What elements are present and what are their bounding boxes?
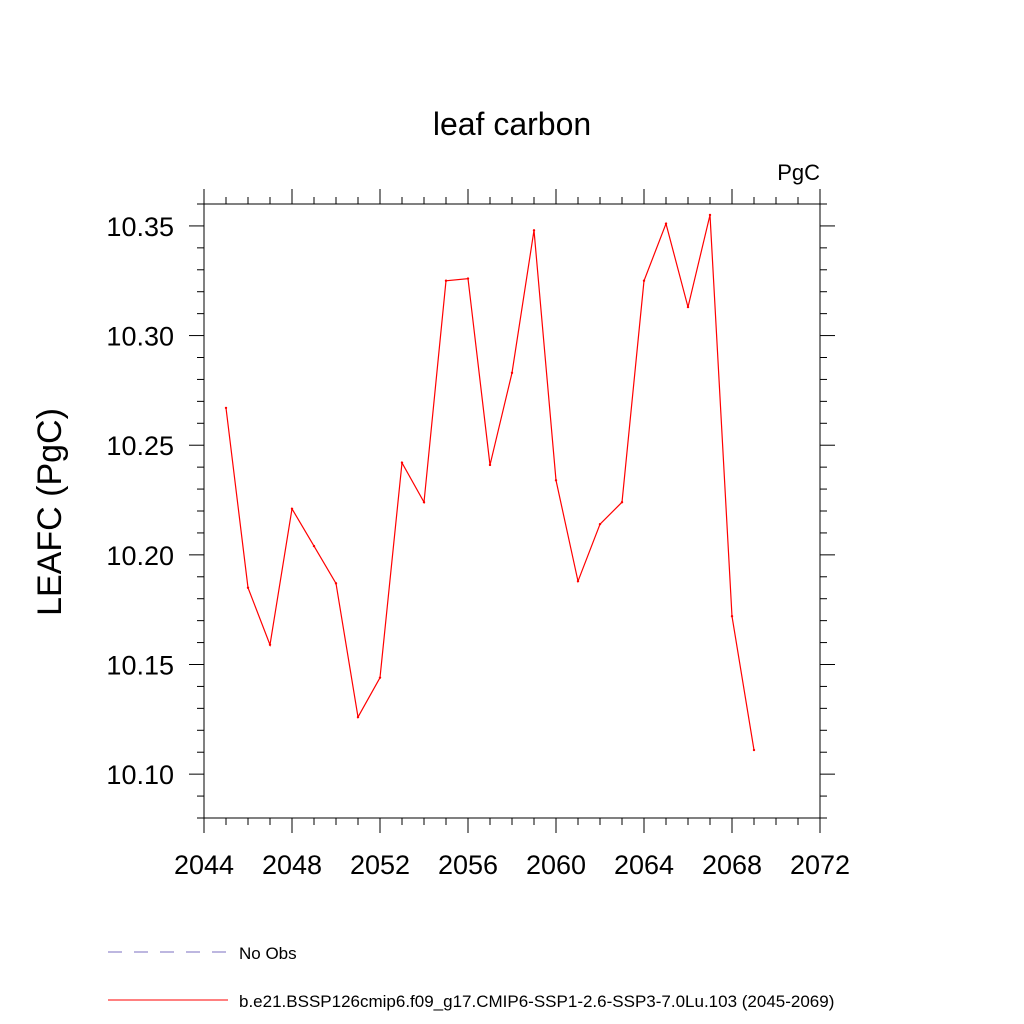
x-tick-label: 2064	[614, 850, 674, 880]
data-point	[422, 501, 426, 504]
data-point	[312, 544, 316, 548]
x-tick-labels: 2044 2048 2052 2056 2060 2064 2068 2072	[174, 850, 850, 880]
legend: No Obs b.e21.BSSP126cmip6.f09_g17.CMIP6-S…	[108, 944, 834, 1011]
y-tick-label: 10.35	[106, 212, 174, 242]
y-tick-label: 10.10	[106, 760, 174, 790]
data-point	[356, 715, 360, 719]
y-axis-label: LEAFC (PgC)	[31, 408, 69, 616]
data-point	[334, 582, 338, 585]
data-point	[664, 222, 668, 225]
data-point	[488, 463, 492, 467]
data-point	[246, 586, 250, 589]
series-layer	[224, 213, 756, 752]
x-tick-label: 2072	[790, 850, 850, 880]
data-point	[400, 461, 404, 464]
y-tick-label: 10.15	[106, 651, 174, 681]
x-tick-label: 2048	[262, 850, 322, 880]
data-point	[598, 522, 602, 526]
data-point	[620, 501, 624, 504]
data-point	[224, 406, 228, 410]
x-tick-label: 2068	[702, 850, 762, 880]
data-point	[444, 279, 448, 282]
y-tick-labels: 10.10 10.15 10.20 10.25 10.30 10.35	[106, 212, 174, 790]
plot-frame	[203, 203, 821, 819]
legend-label: b.e21.BSSP126cmip6.f09_g17.CMIP6-SSP1-2.…	[239, 992, 834, 1011]
y-tick-label: 10.20	[106, 541, 174, 571]
series-line	[225, 214, 755, 751]
x-tick-label: 2060	[526, 850, 586, 880]
data-point	[576, 579, 580, 583]
y-tick-label: 10.25	[106, 431, 174, 461]
x-tick-label: 2044	[174, 850, 234, 880]
data-point	[730, 615, 734, 618]
legend-label: No Obs	[239, 944, 297, 963]
x-tick-label: 2056	[438, 850, 498, 880]
y-tick-label: 10.30	[106, 322, 174, 352]
data-point	[554, 479, 558, 482]
data-point	[708, 213, 712, 217]
x-tick-label: 2052	[350, 850, 410, 880]
data-point	[532, 229, 536, 232]
chart-title: leaf carbon	[433, 106, 591, 142]
data-point	[268, 643, 272, 646]
data-point	[510, 371, 514, 375]
data-point	[752, 748, 756, 752]
data-point	[378, 676, 382, 679]
data-point	[466, 277, 470, 280]
data-point	[290, 507, 294, 511]
data-point	[686, 305, 690, 309]
data-point	[642, 279, 646, 282]
units-label: PgC	[777, 160, 820, 185]
plot-axes	[189, 189, 835, 833]
